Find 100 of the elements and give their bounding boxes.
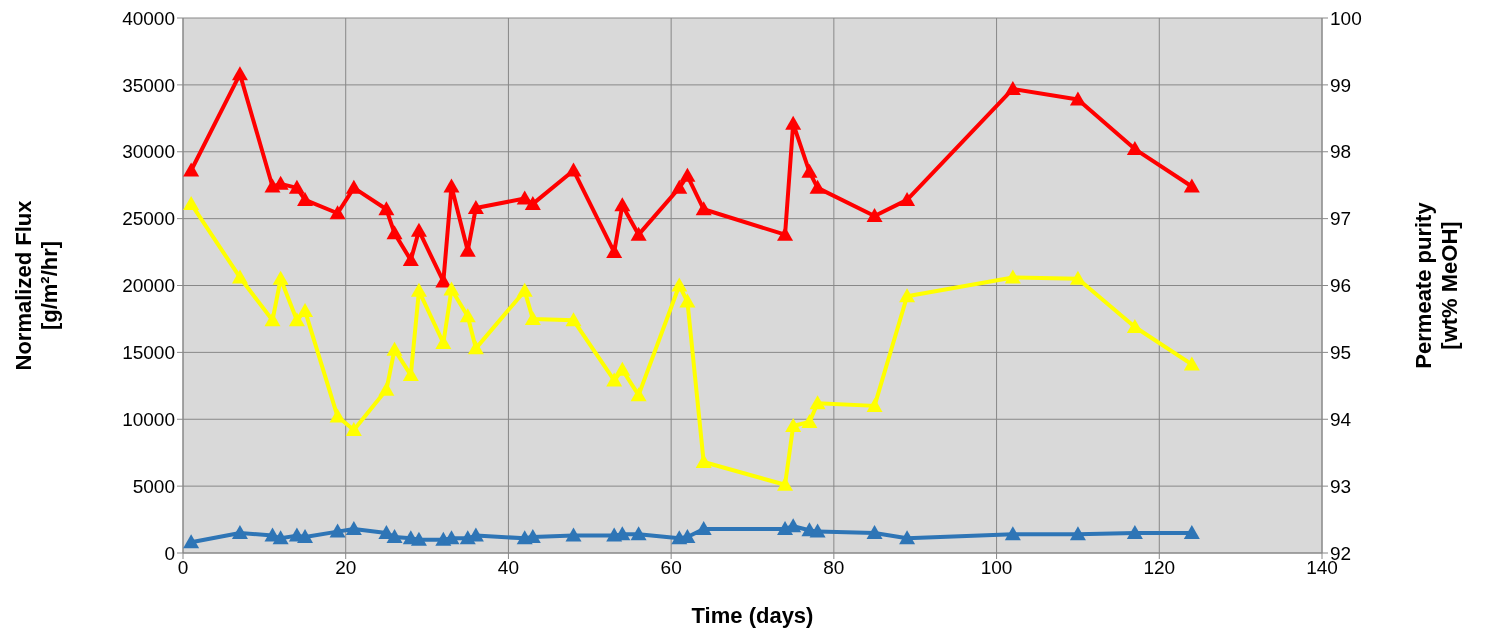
point xyxy=(183,534,200,549)
x-tick-label: 80 xyxy=(823,557,845,579)
point xyxy=(272,530,289,545)
y-tick-label: 15000 xyxy=(122,342,175,364)
point xyxy=(459,308,476,323)
point xyxy=(524,195,541,210)
point xyxy=(1126,141,1143,156)
y-tick-label: 35000 xyxy=(122,74,175,96)
y2-tick-label: 96 xyxy=(1330,275,1352,297)
point xyxy=(183,195,200,210)
y-tick-label: 5000 xyxy=(132,475,175,497)
point xyxy=(1183,178,1200,193)
point xyxy=(565,312,582,327)
y-tick-label: 10000 xyxy=(122,408,175,430)
point xyxy=(777,226,794,241)
y2-tick-label: 94 xyxy=(1330,408,1352,430)
point xyxy=(183,162,200,177)
point xyxy=(899,288,916,303)
point xyxy=(264,312,281,327)
point xyxy=(288,179,305,194)
y2-tick-label: 95 xyxy=(1330,342,1352,364)
point xyxy=(378,381,395,396)
point xyxy=(1069,526,1086,541)
y2-tick-label: 99 xyxy=(1330,74,1352,96)
point xyxy=(467,199,484,214)
point xyxy=(410,282,427,297)
point xyxy=(785,417,802,432)
point xyxy=(695,520,712,535)
point xyxy=(866,524,883,539)
point xyxy=(443,281,460,296)
point xyxy=(524,310,541,325)
y2-tick-label: 100 xyxy=(1330,7,1362,29)
y2-tick-label: 98 xyxy=(1330,141,1352,163)
y-tick-label: 20000 xyxy=(122,275,175,297)
point xyxy=(1183,356,1200,371)
point xyxy=(695,201,712,216)
point xyxy=(630,387,647,402)
point xyxy=(1004,269,1021,284)
point xyxy=(231,524,248,539)
point xyxy=(679,167,696,182)
point xyxy=(899,191,916,206)
point xyxy=(679,293,696,308)
point xyxy=(386,528,403,543)
point xyxy=(1069,91,1086,106)
point xyxy=(801,163,818,178)
point xyxy=(1126,524,1143,539)
point xyxy=(402,367,419,382)
point xyxy=(1126,318,1143,333)
point xyxy=(297,302,314,317)
point xyxy=(671,179,688,194)
x-tick-label: 20 xyxy=(335,557,357,579)
y-axis-title: Normalized Flux [g/m²/hr] xyxy=(11,199,62,371)
point xyxy=(785,115,802,130)
point xyxy=(516,282,533,297)
point xyxy=(272,270,289,285)
point xyxy=(809,395,826,410)
point xyxy=(345,179,362,194)
point xyxy=(565,162,582,177)
point xyxy=(614,197,631,212)
x-tick-label: 0 xyxy=(177,557,189,579)
point xyxy=(614,361,631,376)
point xyxy=(1069,270,1086,285)
y2-axis-title: Permeate purity [wt% MeOH] xyxy=(1411,201,1462,369)
y-tick-label: 30000 xyxy=(122,141,175,163)
x-tick-label: 120 xyxy=(1143,557,1176,579)
point xyxy=(671,277,688,292)
point xyxy=(345,421,362,436)
point xyxy=(1004,80,1021,95)
x-tick-label: 40 xyxy=(497,557,519,579)
point xyxy=(329,408,346,423)
point xyxy=(630,226,647,241)
point xyxy=(565,527,582,542)
x-tick-label: 100 xyxy=(980,557,1013,579)
point xyxy=(899,530,916,545)
point xyxy=(329,523,346,538)
y-tick-label: 0 xyxy=(164,542,175,564)
point xyxy=(801,413,818,428)
point xyxy=(443,178,460,193)
point xyxy=(329,205,346,220)
point xyxy=(386,225,403,240)
point xyxy=(606,244,623,259)
point xyxy=(231,66,248,81)
point xyxy=(297,528,314,543)
point xyxy=(288,312,305,327)
point xyxy=(297,191,314,206)
point xyxy=(606,372,623,387)
point xyxy=(467,340,484,355)
point xyxy=(809,179,826,194)
point xyxy=(1004,526,1021,541)
point xyxy=(695,454,712,469)
point xyxy=(231,269,248,284)
x-tick-label: 60 xyxy=(660,557,682,579)
x-axis-title: Time (days) xyxy=(691,603,814,628)
point xyxy=(809,523,826,538)
point xyxy=(386,341,403,356)
y-tick-label: 25000 xyxy=(122,208,175,230)
point xyxy=(866,397,883,412)
y2-tick-label: 97 xyxy=(1330,208,1352,230)
point xyxy=(777,476,794,491)
point xyxy=(1183,524,1200,539)
